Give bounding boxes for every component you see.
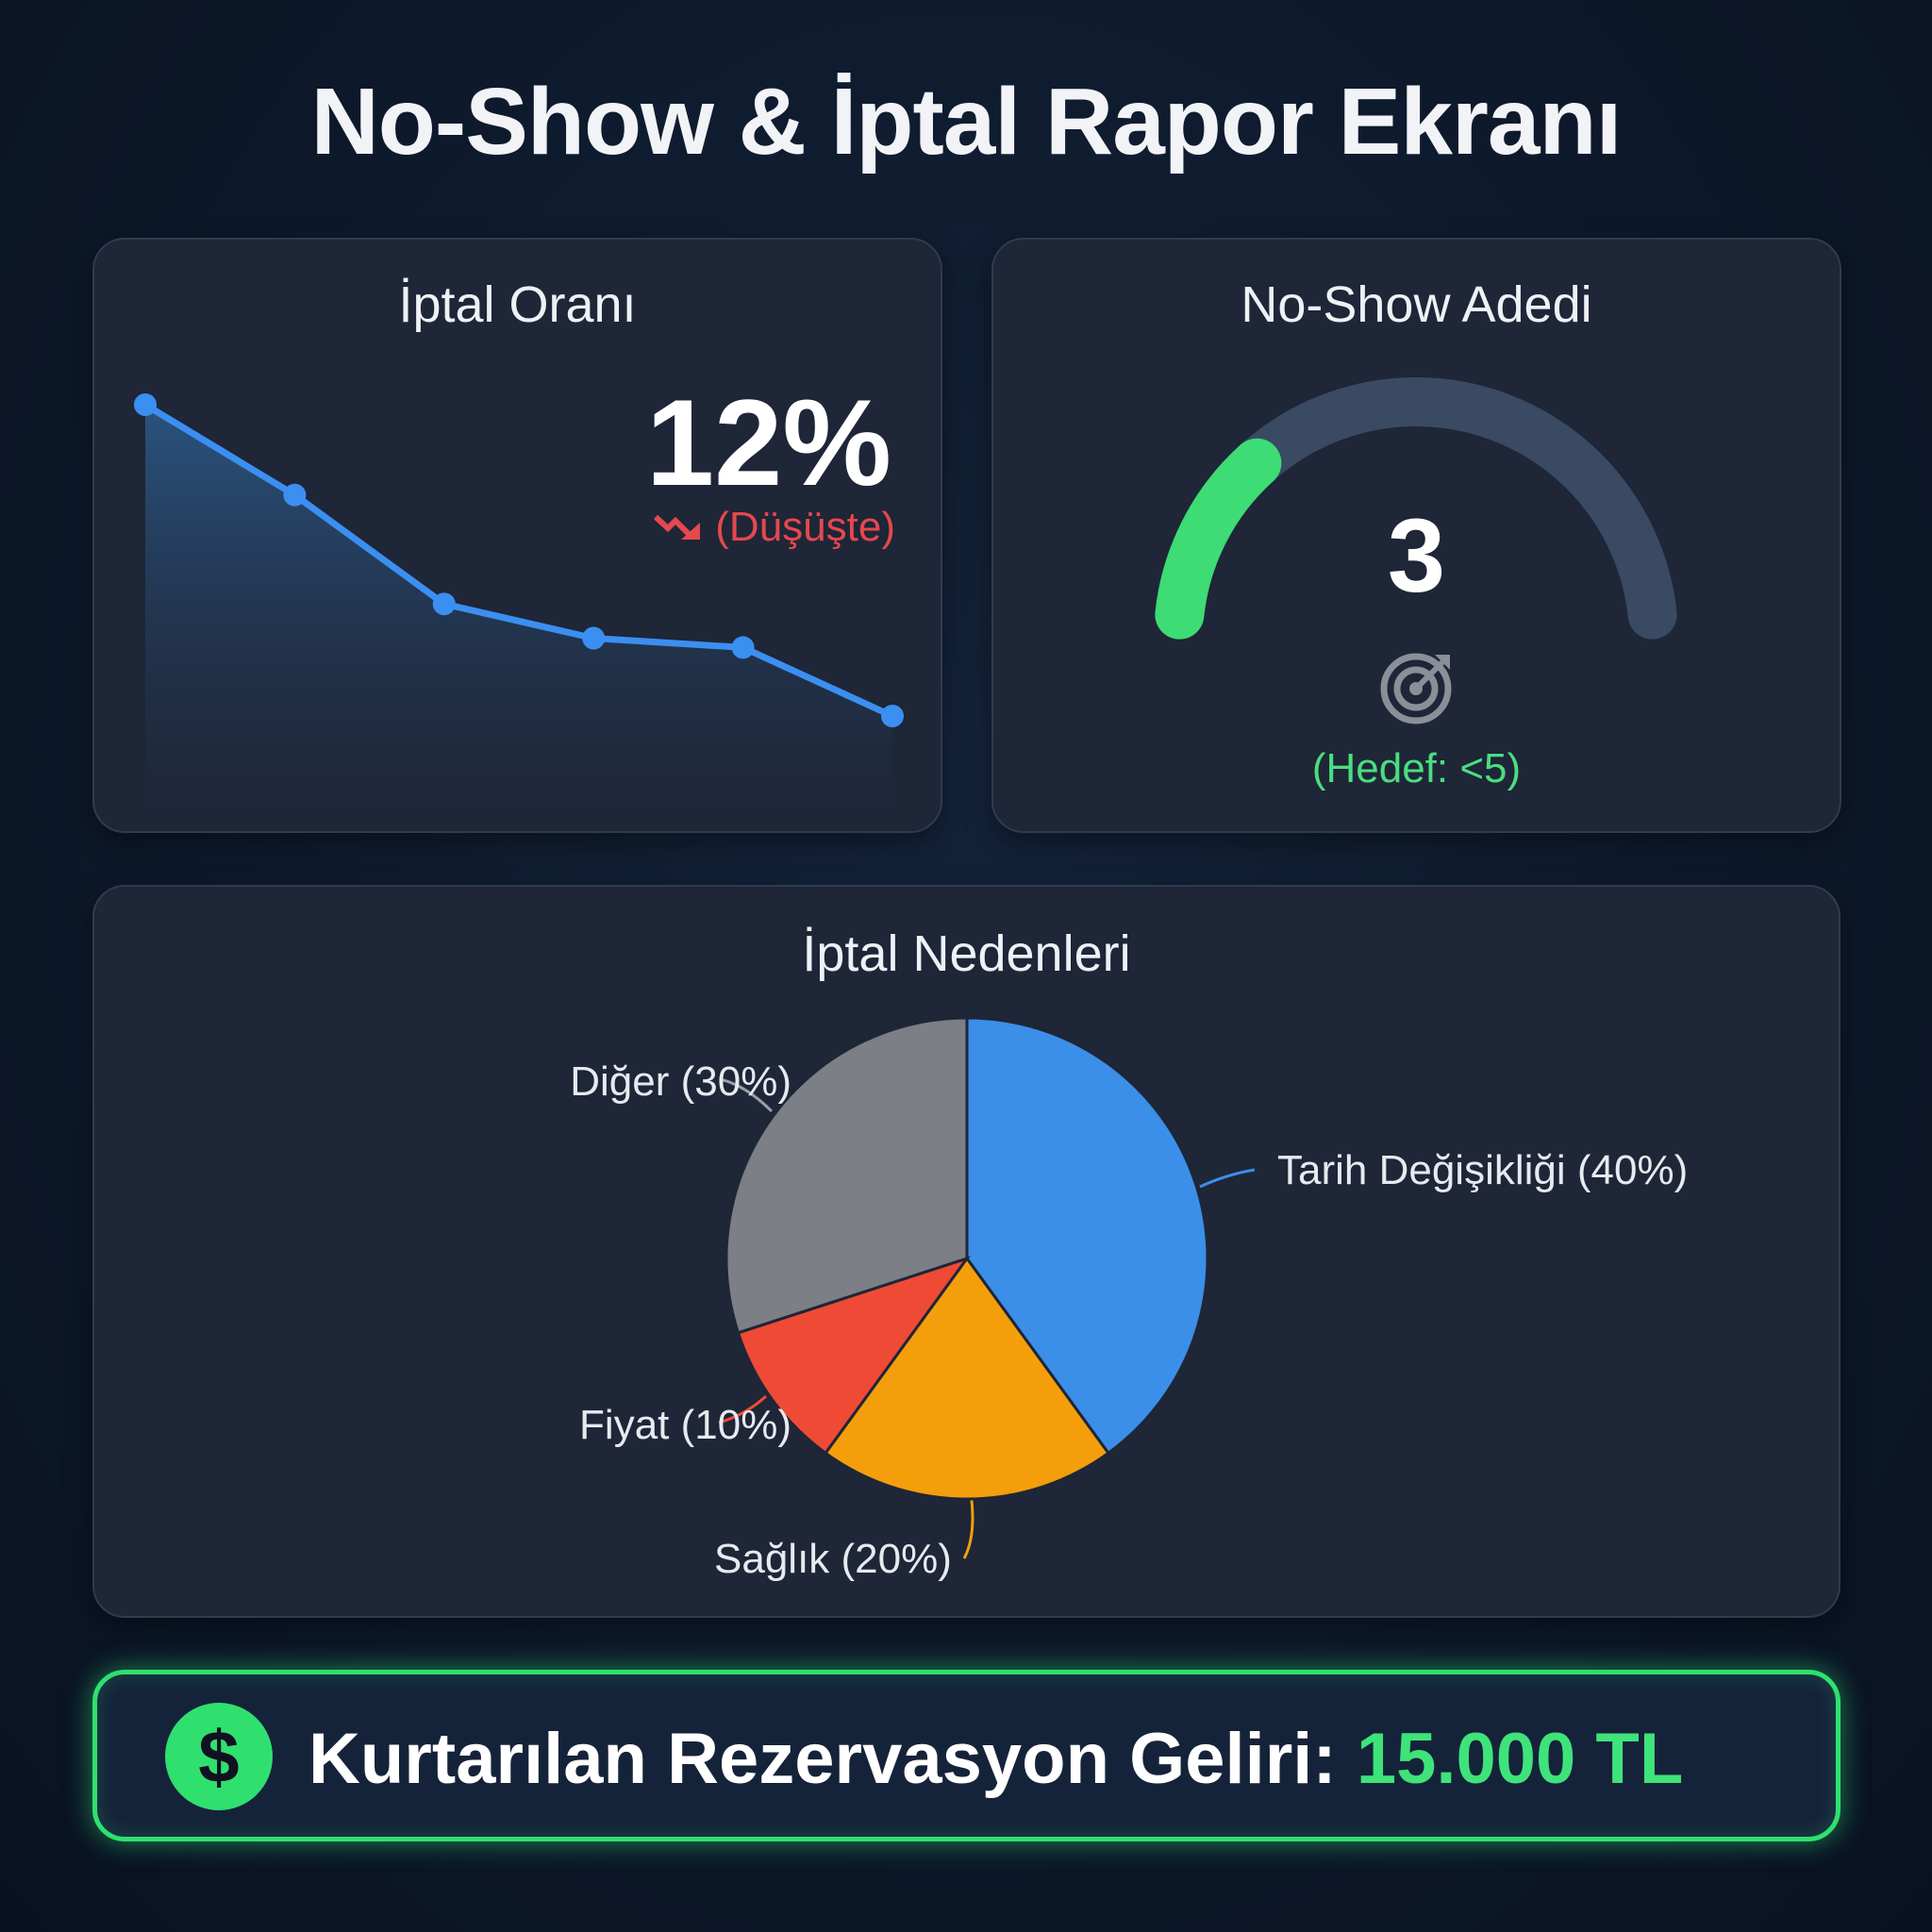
series-line (143, 402, 894, 720)
pie-label-diger: Diğer (30%) (570, 1058, 791, 1105)
banner-value: 15.000 TL (1356, 1719, 1684, 1799)
pie-slice (724, 1016, 969, 1335)
leader-line (718, 1394, 768, 1424)
cancel-rate-chart (134, 393, 904, 831)
recovered-revenue-banner: $ Kurtarılan Rezervasyon Geliri: 15.000 … (92, 1670, 1840, 1841)
area-fill (145, 405, 892, 831)
banner-label: Kurtarılan Rezervasyon Geliri: (308, 1719, 1337, 1799)
trend-indicator: (Düşüşte) (653, 504, 895, 551)
target-label: (Hedef: <5) (1311, 745, 1522, 791)
dollar-icon: $ (165, 1703, 273, 1810)
page-title: No-Show & İptal Rapor Ekranı (310, 69, 1623, 175)
cancel-reasons-pie (718, 1016, 1256, 1559)
pie-slice (824, 1256, 1110, 1501)
leader-line (962, 1499, 974, 1559)
cancel-reasons-card: İptal Nedenleri Diğer (30%) Tarih Değişi… (92, 885, 1840, 1618)
no-show-card: No-Show Adedi 3 (Hedef: <5) (991, 238, 1841, 833)
cancel-rate-card: İptal Oranı 12% (Düşüşte) (92, 238, 942, 833)
cancel-rate-value: 12% (645, 374, 891, 511)
gauge-fill (1155, 438, 1282, 640)
card-title: İptal Oranı (398, 276, 637, 333)
trend-down-icon (654, 514, 701, 540)
pie-slice (965, 1016, 1209, 1456)
trend-label: (Düşüşte) (715, 504, 895, 550)
data-point (432, 592, 456, 616)
no-show-gauge (1155, 377, 1677, 640)
no-show-value: 3 (1387, 498, 1446, 614)
card-title: İptal Nedenleri (802, 925, 1131, 982)
data-point (731, 636, 755, 659)
pie-label-tarih: Tarih Değişikliği (40%) (1277, 1147, 1689, 1193)
leader-line (719, 1077, 774, 1113)
data-point (881, 705, 904, 727)
data-point (283, 483, 307, 507)
data-point (134, 393, 157, 416)
pie-slice (736, 1256, 971, 1456)
recovered-revenue-text: Kurtarılan Rezervasyon Geliri: 15.000 TL (308, 1718, 1683, 1800)
pie-label-fiyat: Fiyat (10%) (579, 1402, 791, 1448)
leader-line (1199, 1168, 1256, 1189)
card-title: No-Show Adedi (1241, 276, 1592, 333)
data-point (582, 626, 606, 650)
target-icon (1380, 653, 1452, 724)
pie-label-saglik: Sağlık (20%) (714, 1536, 952, 1582)
